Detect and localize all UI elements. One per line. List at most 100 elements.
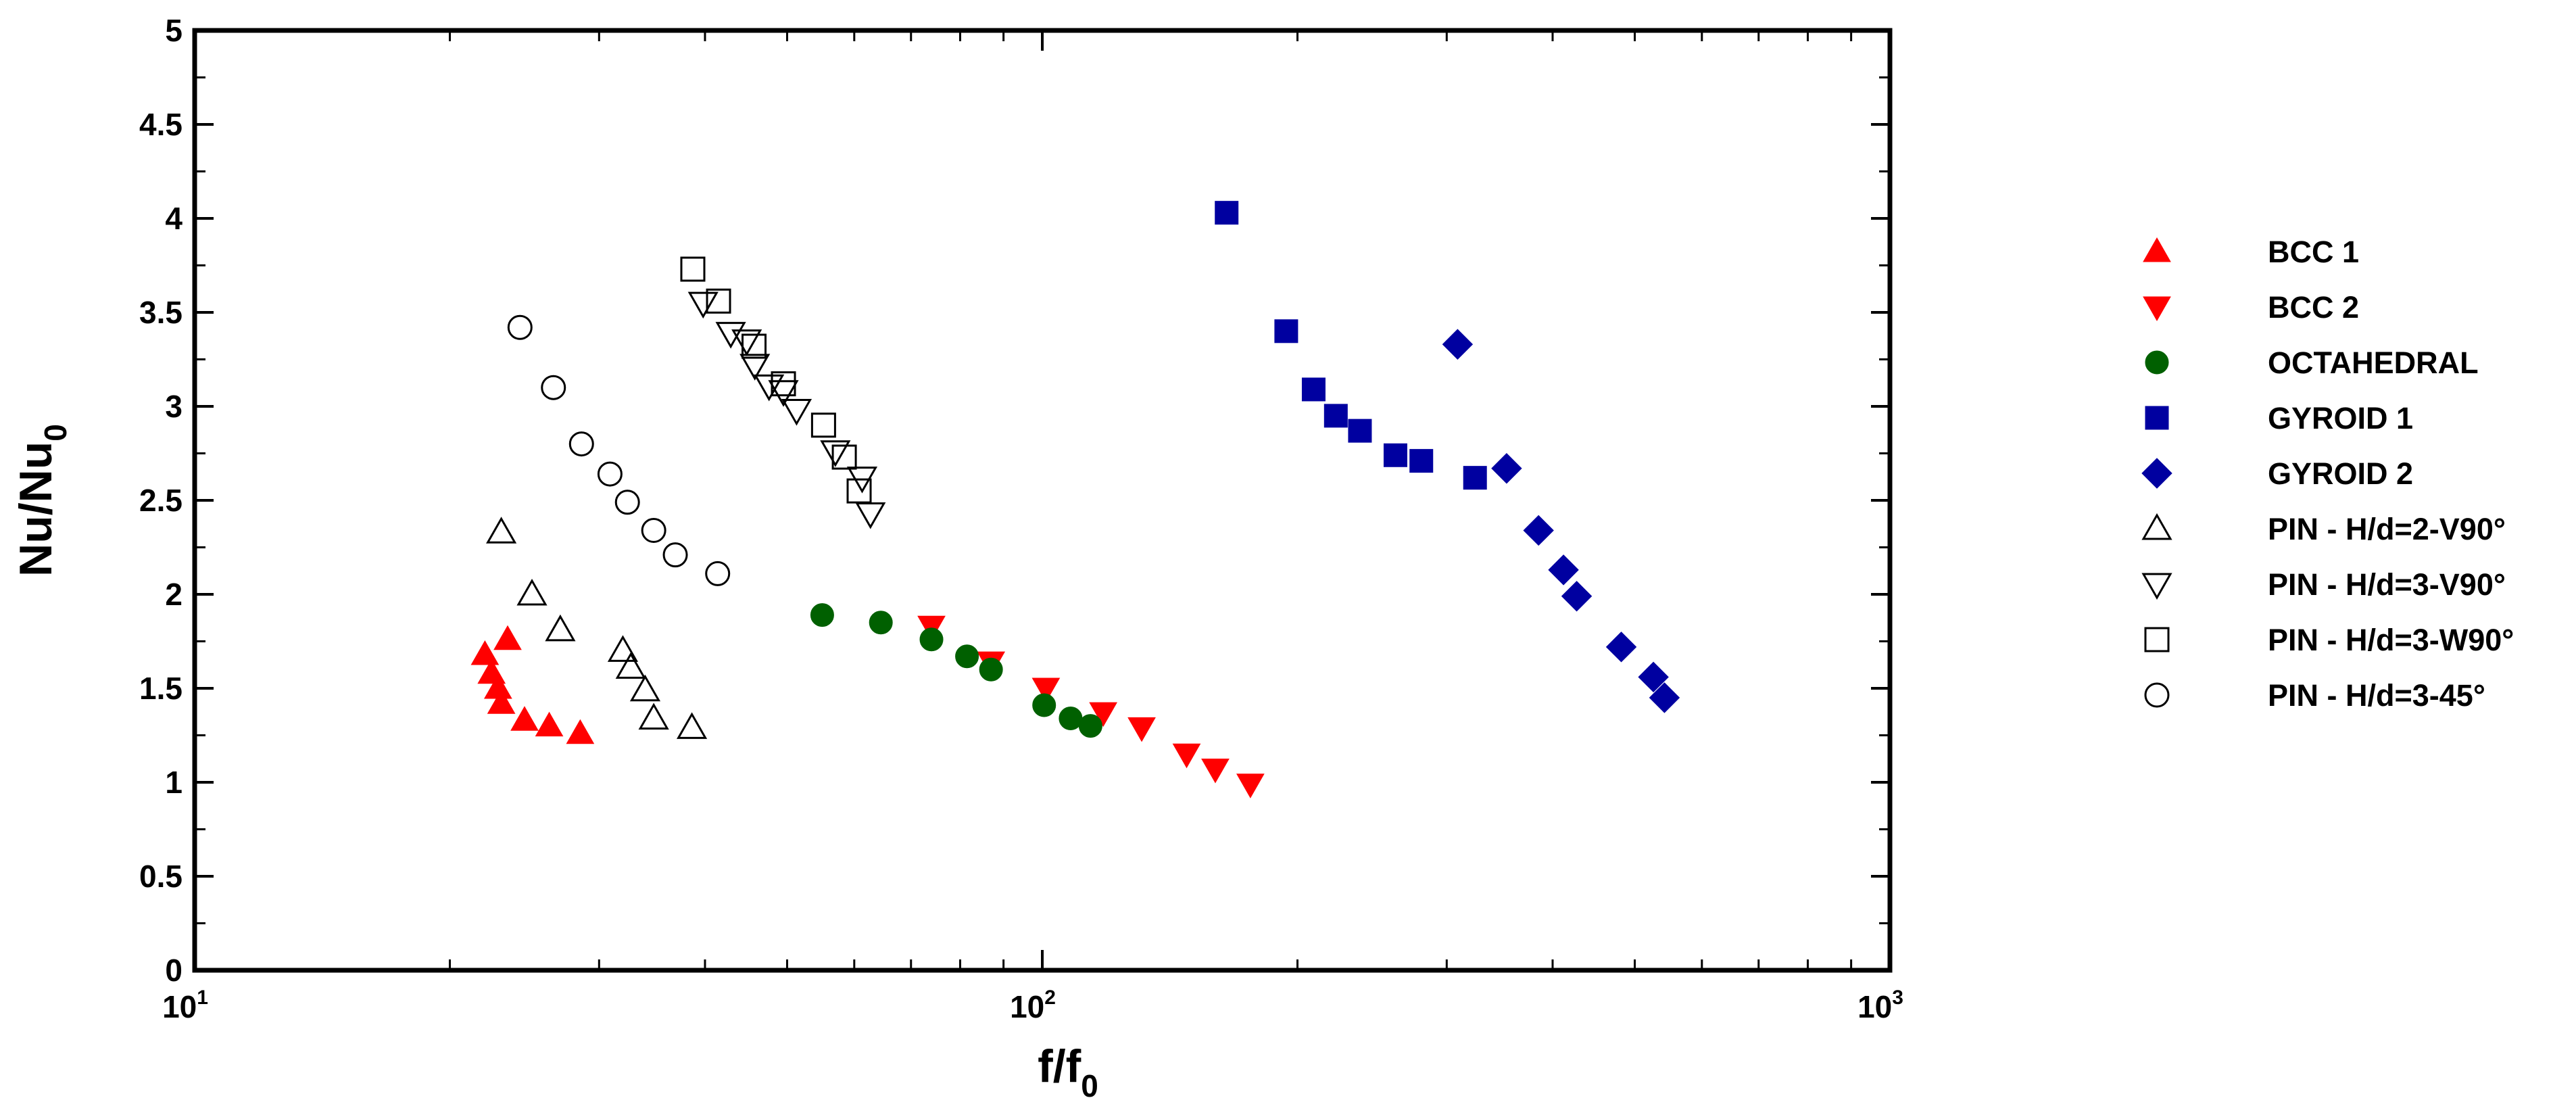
data-point (1649, 682, 1680, 713)
data-point (535, 711, 564, 737)
x-tick-label: 102 (1010, 986, 1056, 1024)
data-point (470, 640, 500, 665)
legend-marker (2144, 682, 2170, 708)
data-point (919, 627, 944, 652)
data-point (1348, 419, 1372, 443)
y-tick-label: 4 (165, 201, 183, 236)
data-point (687, 291, 719, 319)
legend-entry-label: GYROID 1 (2268, 401, 2413, 435)
legend-entry-label: PIN - H/d=3-45° (2268, 678, 2485, 713)
data-point (486, 517, 517, 544)
data-point (831, 444, 857, 470)
y-tick-label: 0 (165, 953, 183, 988)
y-tick-label: 1 (165, 765, 183, 800)
data-point (705, 561, 731, 586)
legend-marker (2141, 573, 2172, 600)
data-point (1301, 377, 1326, 402)
data-point (742, 333, 767, 359)
series-6 (687, 291, 886, 529)
x-axis-title: f/f0 (1038, 1041, 1098, 1103)
y-tick-label: 1.5 (139, 671, 183, 706)
data-point (607, 635, 639, 662)
data-point (1605, 632, 1637, 663)
legend-marker (2144, 627, 2170, 652)
data-point (768, 380, 799, 407)
y-tick-label: 2 (165, 577, 183, 612)
data-point (1201, 759, 1230, 784)
legend-entry-label: BCC 2 (2268, 290, 2359, 325)
data-point (810, 412, 836, 438)
series-7 (680, 256, 872, 504)
data-point (1491, 453, 1522, 484)
series-5 (486, 517, 708, 739)
legend-marker (2145, 406, 2169, 430)
data-point (1236, 773, 1265, 799)
data-point (1383, 443, 1407, 467)
data-point (754, 374, 785, 402)
data-point (1274, 319, 1298, 343)
data-point (781, 399, 812, 426)
legend: BCC 1 BCC 2 OCTAHEDRAL GYROID 1 GYROID 2 PIN … (2141, 235, 2514, 713)
data-point (680, 256, 706, 282)
data-point (1638, 661, 1669, 693)
legend-entry-label: BCC 1 (2268, 235, 2359, 269)
y-tick-label: 4.5 (139, 107, 183, 142)
legend-entry-label: PIN - H/d=3-W90° (2268, 623, 2514, 657)
series-2 (810, 603, 1102, 738)
x-tick-label: 101 (162, 986, 208, 1024)
series-1 (917, 615, 1265, 799)
plot-frame (192, 28, 1893, 973)
data-point (1463, 466, 1487, 490)
legend-marker (2141, 458, 2172, 489)
legend-marker (2145, 350, 2169, 375)
data-point (487, 689, 516, 714)
data-point (1548, 554, 1579, 586)
y-tick-label: 3 (165, 389, 183, 424)
data-point (739, 354, 771, 381)
data-point (1323, 404, 1348, 428)
data-point (597, 461, 623, 487)
data-point (516, 578, 548, 606)
y-axis-title: Nu/Nu0 (10, 424, 73, 577)
data-point (676, 712, 708, 739)
data-point (545, 614, 576, 642)
data-point (1561, 581, 1593, 612)
legend-marker (2143, 237, 2171, 262)
data-point (1059, 706, 1083, 730)
data-point (855, 502, 886, 529)
data-point (566, 719, 595, 744)
legend-marker (2141, 513, 2172, 540)
x-tick-label: 103 (1857, 986, 1903, 1024)
y-tick-label: 5 (165, 13, 183, 48)
x-axis-ticks: 101 102 103 (162, 30, 1903, 1024)
data-point (541, 375, 566, 400)
data-point (1409, 449, 1434, 473)
data-point (715, 322, 746, 349)
data-point (1031, 677, 1061, 703)
series-0 (470, 625, 595, 744)
legend-entry-label: GYROID 2 (2268, 456, 2413, 491)
legend-entry-label: OCTAHEDRAL (2268, 346, 2479, 380)
data-point (1089, 702, 1118, 728)
data-point (629, 674, 661, 702)
data-point (706, 288, 731, 314)
data-point (1032, 693, 1056, 717)
data-point (1078, 714, 1102, 738)
data-point (869, 611, 893, 635)
data-point (955, 644, 979, 669)
data-point (615, 652, 646, 679)
data-point (1523, 515, 1554, 546)
data-point (810, 603, 834, 627)
y-axis-ticks: 0 0.5 1 1.5 2 2.5 3 3.5 4 4.5 5 (139, 13, 1890, 988)
y-tick-label: 0.5 (139, 859, 183, 894)
data-point (1215, 201, 1239, 225)
data-point (614, 490, 640, 515)
data-point (820, 440, 851, 467)
data-point (568, 431, 594, 457)
data-point (846, 478, 872, 504)
data-point (1127, 717, 1156, 742)
y-tick-label: 3.5 (139, 295, 183, 330)
data-point (493, 625, 522, 650)
series-3 (1215, 201, 1487, 490)
